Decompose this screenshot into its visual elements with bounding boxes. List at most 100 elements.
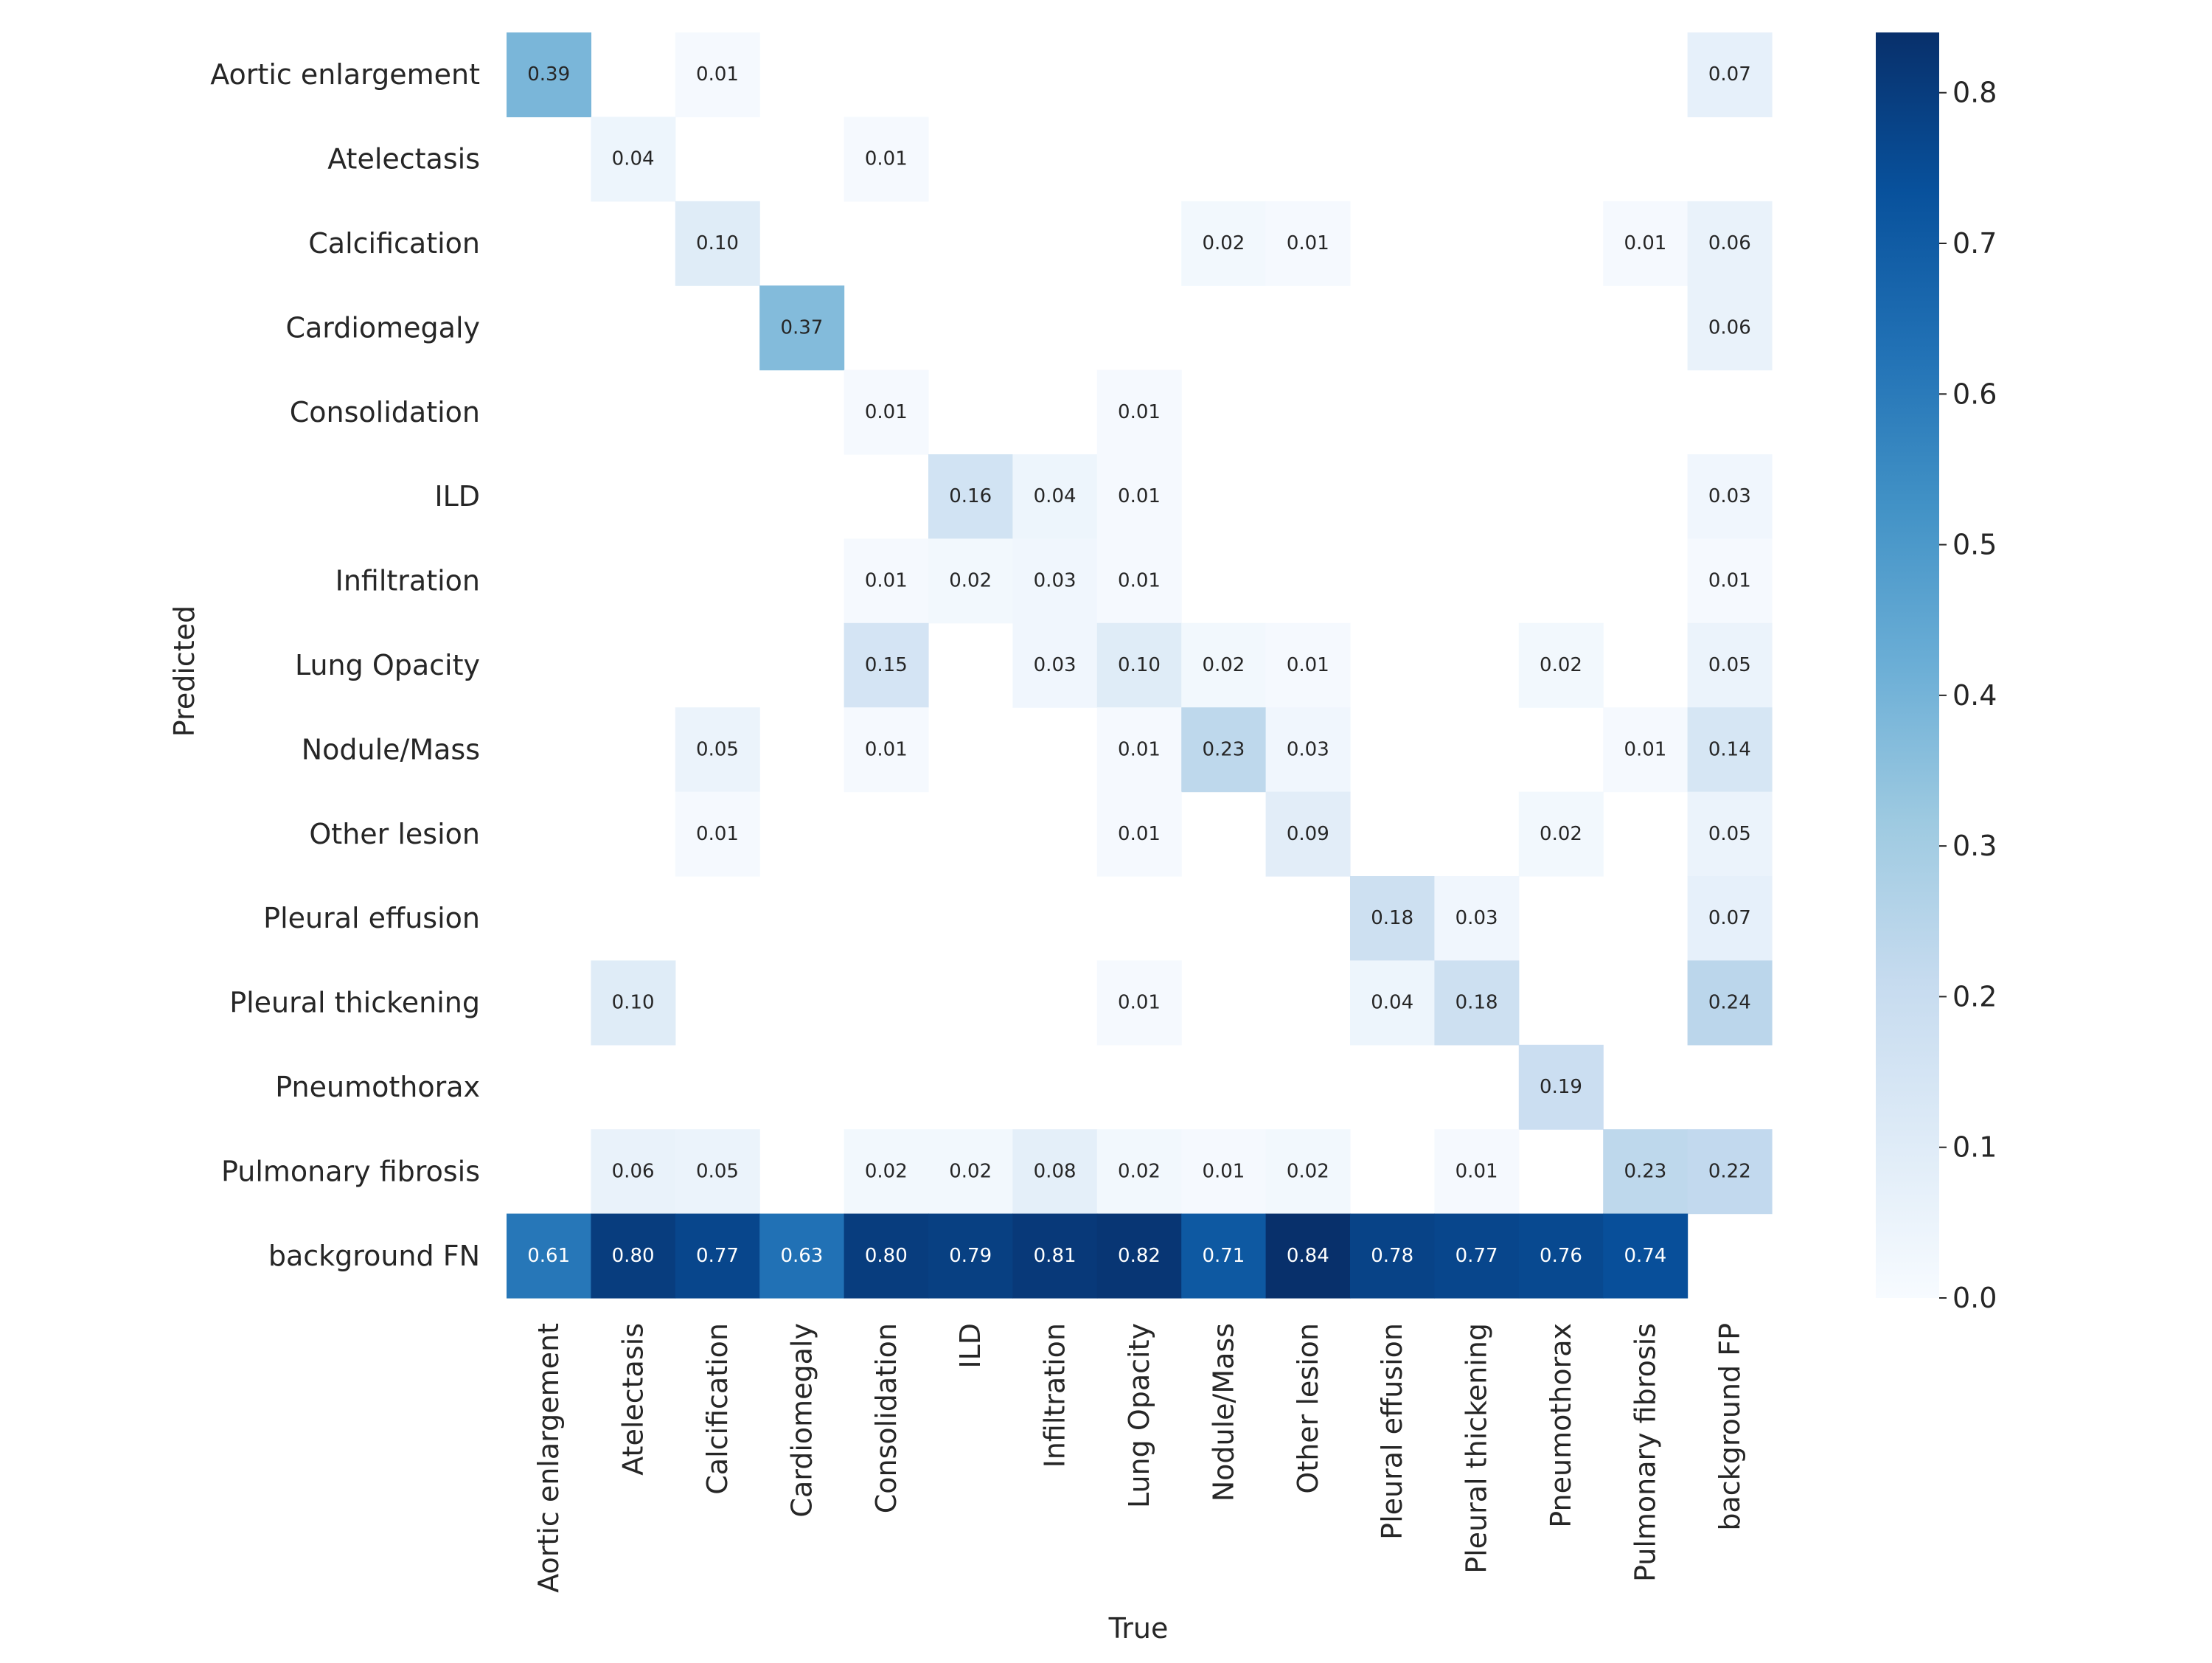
colorbar-tick-label: 0.1 xyxy=(1952,1131,1997,1164)
heatmap-cell-pulmonary-fibrosis-consolidation xyxy=(844,1129,929,1215)
cell-value-lung-opacity-lung-opacity: 0.10 xyxy=(1118,654,1161,676)
y-tick-other-lesion: Other lesion xyxy=(309,818,480,850)
colorbar-tick-label: 0.3 xyxy=(1952,830,1997,862)
x-tick-cardiomegaly: Cardiomegaly xyxy=(785,1323,818,1518)
cell-value-consolidation-lung-opacity: 0.01 xyxy=(1118,401,1161,423)
heatmap-cell-background-fn-aortic-enlargement xyxy=(507,1213,591,1299)
heatmap-cell-background-fn-consolidation xyxy=(844,1213,929,1299)
cell-value-pleural-effusion-pleural-effusion: 0.18 xyxy=(1371,907,1413,929)
x-tick-background-fp: background FP xyxy=(1714,1323,1746,1531)
cell-value-lung-opacity-infiltration: 0.03 xyxy=(1034,654,1077,676)
heatmap-cell-pleural-thickening-pleural-effusion xyxy=(1350,960,1435,1046)
heatmap-cell-lung-opacity-pneumothorax xyxy=(1518,622,1604,708)
cell-value-other-lesion-other-lesion: 0.09 xyxy=(1287,823,1329,845)
x-tick-infiltration: Infiltration xyxy=(1039,1323,1071,1468)
heatmap-cell-aortic-enlargement-aortic-enlargement xyxy=(507,32,591,117)
heatmap-cell-background-fn-pneumothorax xyxy=(1518,1213,1604,1299)
cell-value-pleural-thickening-pleural-effusion: 0.04 xyxy=(1371,992,1413,1014)
colorbar-tick-label: 0.5 xyxy=(1952,529,1997,561)
cell-value-other-lesion-pneumothorax: 0.02 xyxy=(1540,823,1582,845)
heatmap-cell-infiltration-infiltration xyxy=(1012,538,1098,624)
colorbar-tick-label: 0.0 xyxy=(1952,1282,1997,1314)
x-tick-consolidation: Consolidation xyxy=(870,1323,902,1513)
cell-value-ild-ild: 0.16 xyxy=(949,485,992,507)
x-tick-aortic-enlargement: Aortic enlargement xyxy=(532,1323,565,1593)
cell-value-background-fn-calcification: 0.77 xyxy=(696,1245,739,1267)
heatmap-cell-calcification-other-lesion xyxy=(1265,201,1351,286)
heatmap-cell-nodule-mass-consolidation xyxy=(844,707,929,793)
heatmap-cell-nodule-mass-lung-opacity xyxy=(1096,707,1182,793)
y-tick-pleural-thickening: Pleural thickening xyxy=(229,987,480,1019)
heatmap-cell-nodule-mass-nodule-mass xyxy=(1181,707,1267,793)
heatmap-cell-pulmonary-fibrosis-pulmonary-fibrosis xyxy=(1603,1129,1688,1215)
cell-value-atelectasis-atelectasis: 0.04 xyxy=(612,148,655,170)
x-tick-lung-opacity: Lung Opacity xyxy=(1123,1323,1155,1508)
cell-value-cardiomegaly-cardiomegaly: 0.37 xyxy=(780,316,823,338)
y-tick-cardiomegaly: Cardiomegaly xyxy=(285,311,480,344)
cell-value-nodule-mass-nodule-mass: 0.23 xyxy=(1202,738,1245,760)
cell-value-pulmonary-fibrosis-calcification: 0.05 xyxy=(696,1160,739,1182)
cell-value-pulmonary-fibrosis-nodule-mass: 0.01 xyxy=(1202,1160,1245,1182)
x-tick-nodule-mass: Nodule/Mass xyxy=(1207,1323,1239,1501)
heatmap-cell-lung-opacity-infiltration xyxy=(1012,622,1098,708)
cell-value-background-fn-atelectasis: 0.80 xyxy=(612,1245,655,1267)
colorbar-tick-label: 0.8 xyxy=(1952,77,1997,109)
y-tick-ild: ILD xyxy=(434,480,480,513)
heatmap-cell-pleural-effusion-pleural-effusion xyxy=(1350,876,1435,961)
heatmap-cell-lung-opacity-lung-opacity xyxy=(1096,622,1182,708)
cell-value-nodule-mass-background-fp: 0.14 xyxy=(1708,738,1751,760)
y-tick-background-fn: background FN xyxy=(268,1240,480,1272)
x-tick-atelectasis: Atelectasis xyxy=(617,1323,650,1476)
cell-value-other-lesion-background-fp: 0.05 xyxy=(1708,823,1751,845)
cell-value-nodule-mass-consolidation: 0.01 xyxy=(865,738,908,760)
cell-value-atelectasis-consolidation: 0.01 xyxy=(865,148,908,170)
cell-value-calcification-pulmonary-fibrosis: 0.01 xyxy=(1624,232,1666,254)
heatmap-cell-background-fn-pleural-thickening xyxy=(1434,1213,1520,1299)
heatmap-cell-calcification-nodule-mass xyxy=(1181,201,1267,286)
cell-value-background-fn-pleural-thickening: 0.77 xyxy=(1455,1245,1498,1267)
y-tick-pulmonary-fibrosis: Pulmonary fibrosis xyxy=(221,1155,480,1187)
heatmap-cell-other-lesion-calcification xyxy=(675,791,760,877)
cell-value-infiltration-background-fp: 0.01 xyxy=(1708,570,1751,592)
x-tick-pulmonary-fibrosis: Pulmonary fibrosis xyxy=(1629,1323,1661,1582)
heatmap-cell-background-fn-calcification xyxy=(675,1213,760,1299)
cell-value-aortic-enlargement-aortic-enlargement: 0.39 xyxy=(527,63,570,86)
cell-value-infiltration-ild: 0.02 xyxy=(949,570,992,592)
x-tick-calcification: Calcification xyxy=(701,1323,734,1495)
heatmap-cell-ild-ild xyxy=(928,454,1013,539)
cell-value-background-fn-consolidation: 0.80 xyxy=(865,1245,908,1267)
y-tick-calcification: Calcification xyxy=(308,227,480,260)
heatmap-cell-other-lesion-pneumothorax xyxy=(1518,791,1604,877)
cell-value-ild-lung-opacity: 0.01 xyxy=(1118,485,1161,507)
heatmap-cell-pleural-effusion-pleural-thickening xyxy=(1434,876,1520,961)
cell-value-pleural-effusion-background-fp: 0.07 xyxy=(1708,907,1751,929)
heatmap-cell-calcification-background-fp xyxy=(1687,201,1773,286)
y-tick-pleural-effusion: Pleural effusion xyxy=(263,902,480,934)
heatmap-cell-pulmonary-fibrosis-calcification xyxy=(675,1129,760,1215)
heatmap-cell-nodule-mass-background-fp xyxy=(1687,707,1773,793)
heatmap-cell-calcification-pulmonary-fibrosis xyxy=(1603,201,1688,286)
cell-value-pleural-thickening-lung-opacity: 0.01 xyxy=(1118,992,1161,1014)
heatmap-cell-background-fn-lung-opacity xyxy=(1096,1213,1182,1299)
y-tick-lung-opacity: Lung Opacity xyxy=(295,649,480,681)
colorbar-tick-label: 0.2 xyxy=(1952,980,1997,1013)
colorbar: 0.0 0.1 0.2 0.3 0.4 0.5 0.6 0.7 0.8 xyxy=(1876,32,1997,1314)
heatmap-cell-other-lesion-lung-opacity xyxy=(1096,791,1182,877)
cell-value-consolidation-consolidation: 0.01 xyxy=(865,401,908,423)
heatmap-cell-ild-lung-opacity xyxy=(1096,454,1182,539)
cell-value-aortic-enlargement-background-fp: 0.07 xyxy=(1708,63,1751,86)
x-tick-labels: Aortic enlargement Atelectasis Calcificati… xyxy=(532,1323,1746,1593)
heatmap-cell-ild-infiltration xyxy=(1012,454,1098,539)
cell-value-nodule-mass-lung-opacity: 0.01 xyxy=(1118,738,1161,760)
cell-value-nodule-mass-pulmonary-fibrosis: 0.01 xyxy=(1624,738,1666,760)
heatmap-cell-aortic-enlargement-calcification xyxy=(675,32,760,117)
cell-value-calcification-background-fp: 0.06 xyxy=(1708,232,1751,254)
y-tick-nodule-mass: Nodule/Mass xyxy=(302,733,480,765)
heatmap-cells xyxy=(507,32,1773,1299)
heatmap-cell-labels: 0.39 0.01 0.07 0.04 0.01 0.10 0.02 0.01 0.01 0.06… xyxy=(527,63,1750,1267)
cell-value-pleural-thickening-pleural-thickening: 0.18 xyxy=(1455,992,1498,1014)
cell-value-ild-infiltration: 0.04 xyxy=(1034,485,1077,507)
heatmap-cell-atelectasis-atelectasis xyxy=(591,117,676,202)
y-tick-consolidation: Consolidation xyxy=(290,396,480,428)
